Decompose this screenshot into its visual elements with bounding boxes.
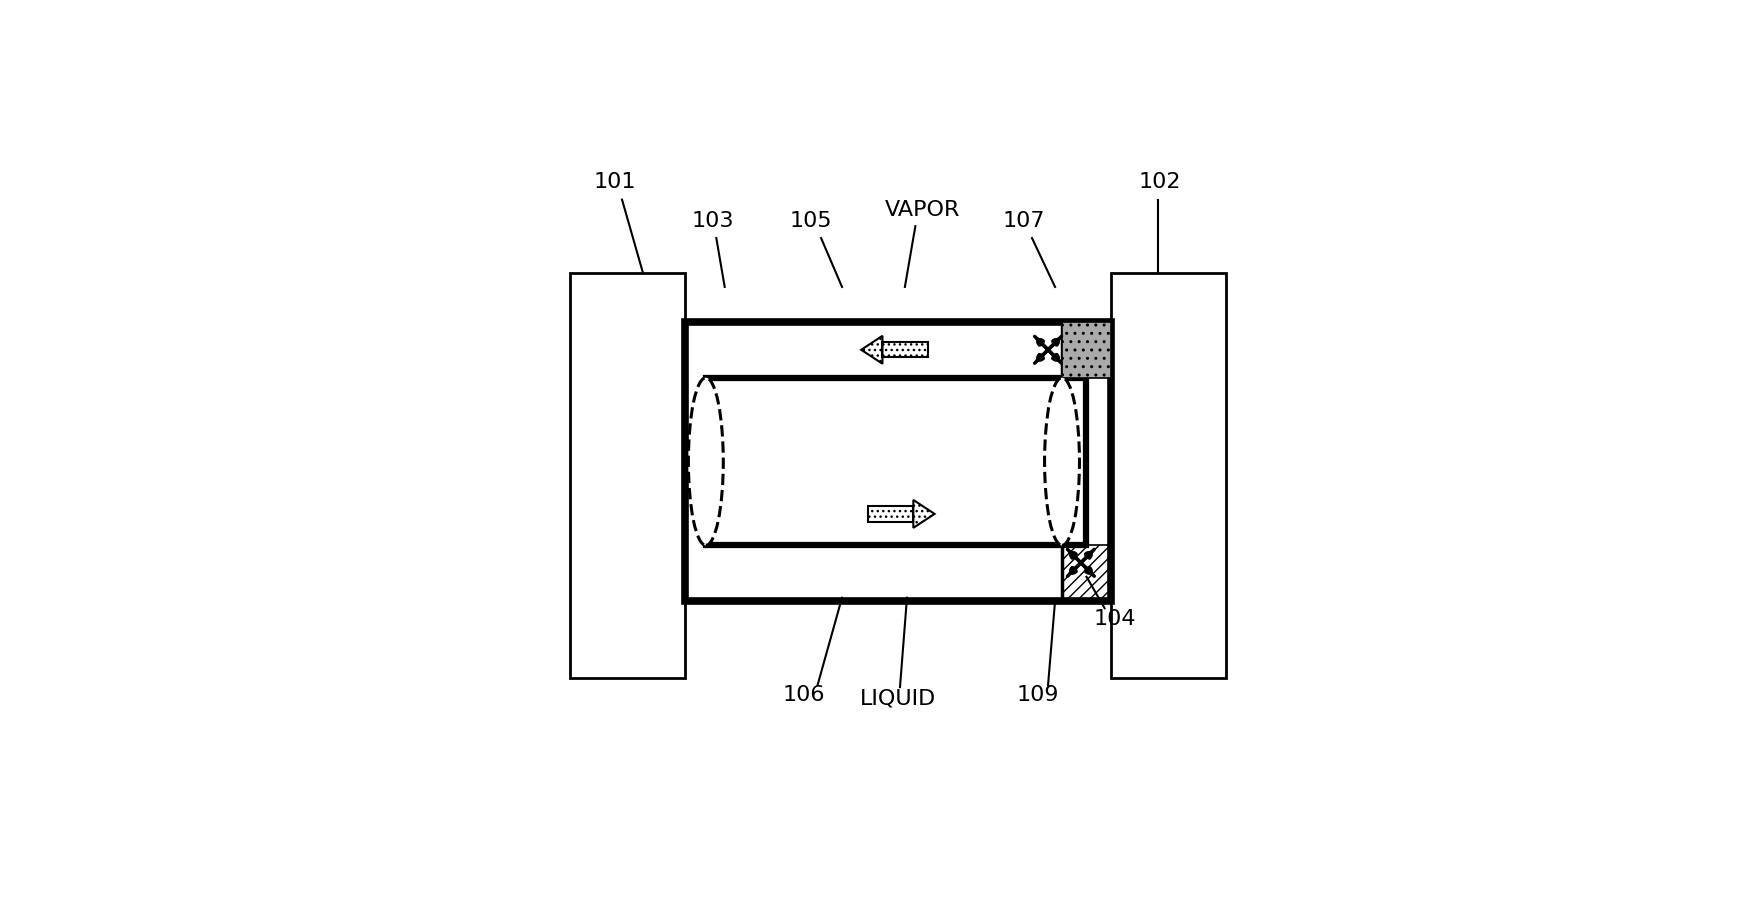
Bar	[1111, 273, 1226, 678]
Ellipse shape	[1044, 377, 1079, 545]
Text: VAPOR: VAPOR	[885, 200, 960, 220]
Text: 102: 102	[1139, 172, 1181, 192]
Text: 109: 109	[1016, 686, 1058, 706]
Ellipse shape	[1051, 354, 1060, 361]
Text: 107: 107	[1002, 210, 1044, 230]
Text: 101: 101	[594, 172, 636, 192]
Text: 104: 104	[1093, 609, 1135, 629]
Ellipse shape	[1037, 338, 1044, 346]
Ellipse shape	[1051, 338, 1060, 346]
Text: 105: 105	[790, 210, 832, 230]
Ellipse shape	[1084, 551, 1091, 559]
Text: 103: 103	[692, 210, 734, 230]
Bar	[706, 377, 1086, 545]
Ellipse shape	[689, 377, 724, 545]
Bar	[685, 322, 1111, 601]
Bar	[869, 506, 913, 522]
Bar	[1062, 322, 1111, 377]
Bar	[569, 273, 685, 678]
Bar	[1062, 545, 1111, 601]
Ellipse shape	[1084, 567, 1091, 574]
Text: 106: 106	[783, 686, 825, 706]
Text: LIQUID: LIQUID	[860, 689, 936, 709]
Bar	[883, 342, 927, 357]
Ellipse shape	[1069, 567, 1077, 574]
Ellipse shape	[1037, 354, 1044, 361]
Ellipse shape	[1069, 551, 1077, 559]
